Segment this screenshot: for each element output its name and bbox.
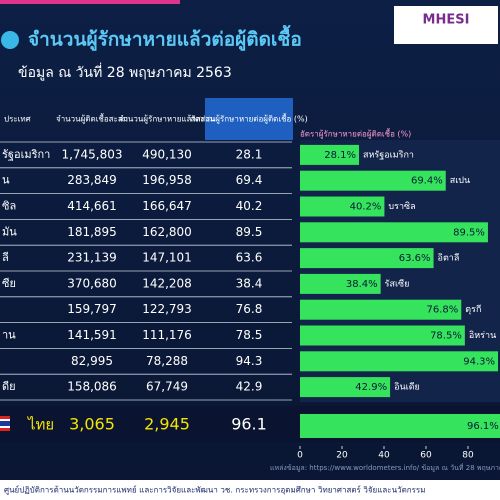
bar bbox=[300, 377, 391, 398]
flag bbox=[0, 416, 10, 419]
table-cell: 142,208 bbox=[142, 276, 192, 290]
flag bbox=[0, 419, 10, 421]
table-cell: 1,745,803 bbox=[61, 147, 122, 161]
table-cell: 76.8 bbox=[236, 302, 263, 316]
category-label: สหรัฐอเมริกา bbox=[363, 149, 414, 160]
table-cell: 63.6 bbox=[236, 251, 263, 265]
table-cell: 490,130 bbox=[142, 147, 192, 161]
value-label: 78.5% bbox=[430, 331, 462, 342]
table-cell: 141,591 bbox=[67, 328, 117, 342]
table-cell: 69.4 bbox=[236, 173, 263, 187]
icon bbox=[1, 31, 19, 49]
table-cell: 78,288 bbox=[146, 354, 188, 368]
column-header: ประเทศ bbox=[4, 115, 31, 124]
thai-cell: 2,945 bbox=[144, 415, 190, 434]
table-cell: น bbox=[2, 174, 10, 187]
value-label: 94.3% bbox=[463, 356, 495, 367]
bar bbox=[300, 196, 385, 217]
table-cell: 283,849 bbox=[67, 173, 117, 187]
table-cell: 196,958 bbox=[142, 173, 192, 187]
flag bbox=[0, 426, 10, 428]
table-cell: ซิล bbox=[2, 200, 16, 213]
bar bbox=[300, 248, 434, 269]
value-label: 69.4% bbox=[411, 176, 443, 187]
bar bbox=[300, 222, 488, 243]
column-header: สัดส่วนผู้รักษาหายต่อผู้ติดเชื้อ (%) bbox=[190, 113, 307, 125]
highlight-header bbox=[205, 98, 293, 140]
table-cell: 111,176 bbox=[142, 328, 192, 342]
value-label: 40.2% bbox=[350, 202, 382, 213]
table-cell: 414,661 bbox=[67, 199, 117, 213]
table-cell: าน bbox=[2, 329, 16, 342]
thai-cell: ไทย bbox=[27, 416, 54, 434]
bar bbox=[300, 144, 360, 165]
table-cell: ลี bbox=[2, 251, 9, 264]
value-label: 76.8% bbox=[426, 305, 458, 316]
table-cell: 82,995 bbox=[71, 354, 113, 368]
category-label: บราซิล bbox=[388, 201, 415, 212]
bar bbox=[300, 325, 465, 346]
subtitle: ข้อมูล ณ วันที่ 28 พฤษภาคม 2563 bbox=[18, 63, 232, 81]
table-cell: รัฐอเมริกา bbox=[2, 148, 50, 161]
category-label: อินเดีย bbox=[394, 382, 420, 393]
table-cell: 42.9 bbox=[236, 380, 263, 394]
table-cell: มัน bbox=[2, 225, 17, 238]
table-cell: ซีย bbox=[2, 277, 16, 290]
table-cell: 122,793 bbox=[142, 302, 192, 316]
bar bbox=[300, 170, 446, 191]
credit: ศูนย์ปฏิบัติการด้านนวัตกรรมการแพทย์ และก… bbox=[4, 485, 425, 496]
x-tick-label: 60 bbox=[420, 451, 432, 461]
thai-cell: 3,065 bbox=[69, 415, 115, 434]
category-label: รัสเซีย bbox=[385, 278, 410, 289]
x-tick-label: 0 bbox=[297, 451, 303, 461]
table-cell: 28.1 bbox=[236, 147, 263, 161]
x-axis-label: อัตราผู้รักษาหายต่อผู้ติดเชื้อ (%) bbox=[300, 128, 411, 140]
x-tick-label: 80 bbox=[462, 451, 474, 461]
category-label: ตุรกี bbox=[465, 304, 481, 315]
category-label: อิตาลี bbox=[438, 253, 460, 264]
value-label: 28.1% bbox=[324, 150, 356, 161]
value-label: 63.6% bbox=[399, 253, 431, 264]
table-cell: 231,139 bbox=[67, 251, 117, 265]
flag bbox=[0, 428, 10, 431]
value-label: 89.5% bbox=[453, 227, 485, 238]
table-cell: 40.2 bbox=[236, 199, 263, 213]
title: จำนวนผู้รักษาหายแล้วต่อผู้ติดเชื้อ bbox=[28, 25, 302, 52]
value-label: 38.4% bbox=[346, 279, 378, 290]
table-cell: ดีย bbox=[2, 380, 16, 393]
bar bbox=[300, 414, 500, 438]
thai-cell: 96.1 bbox=[231, 415, 267, 434]
footer-strip bbox=[0, 480, 500, 500]
table-cell: 158,086 bbox=[67, 380, 117, 394]
column-header: จำนวนผู้ติดเชื้อสะสม bbox=[56, 113, 128, 125]
source: แหล่งข้อมูล: https://www.worldometers.in… bbox=[270, 463, 500, 472]
x-tick-label: 20 bbox=[336, 451, 348, 461]
bar bbox=[300, 299, 462, 320]
logo-box bbox=[394, 6, 498, 44]
table-cell: 89.5 bbox=[236, 225, 263, 239]
table-cell: 38.4 bbox=[236, 276, 263, 290]
table-cell: 78.5 bbox=[236, 328, 263, 342]
value-label: 42.9% bbox=[355, 382, 387, 393]
flag bbox=[0, 421, 10, 426]
table-cell: 166,647 bbox=[142, 199, 192, 213]
category-label: อิหร่าน bbox=[469, 330, 496, 341]
table-cell: 181,895 bbox=[67, 225, 117, 239]
value-label: 96.1% bbox=[467, 421, 499, 432]
column-header: จำนวนผู้รักษาหายแล้วสะสม bbox=[119, 115, 216, 125]
bar bbox=[300, 351, 499, 372]
table-cell: 370,680 bbox=[67, 276, 117, 290]
table-cell: 159,797 bbox=[67, 302, 117, 316]
bar bbox=[300, 273, 381, 294]
table-cell: 162,800 bbox=[142, 225, 192, 239]
logo: MHESI bbox=[423, 13, 470, 28]
x-tick-label: 40 bbox=[378, 451, 390, 461]
accent-bar bbox=[0, 0, 180, 4]
table-cell: 94.3 bbox=[236, 354, 263, 368]
table-cell: 147,101 bbox=[142, 251, 192, 265]
table-cell: 67,749 bbox=[146, 380, 188, 394]
category-label: สเปน bbox=[450, 176, 470, 186]
